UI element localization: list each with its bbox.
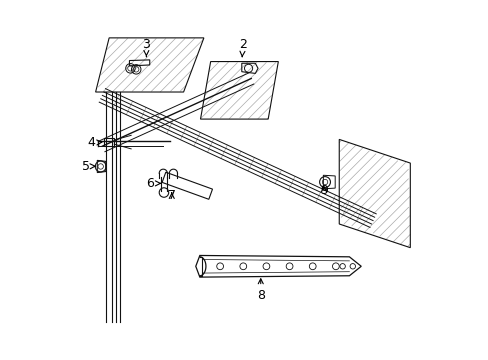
Text: 9: 9 bbox=[320, 184, 327, 197]
Text: 5: 5 bbox=[82, 160, 96, 173]
Text: 4: 4 bbox=[87, 136, 102, 149]
Text: 6: 6 bbox=[146, 177, 160, 190]
Text: 3: 3 bbox=[142, 38, 150, 57]
Text: 7: 7 bbox=[167, 189, 175, 202]
Text: 8: 8 bbox=[256, 279, 264, 302]
Text: 2: 2 bbox=[238, 38, 246, 57]
